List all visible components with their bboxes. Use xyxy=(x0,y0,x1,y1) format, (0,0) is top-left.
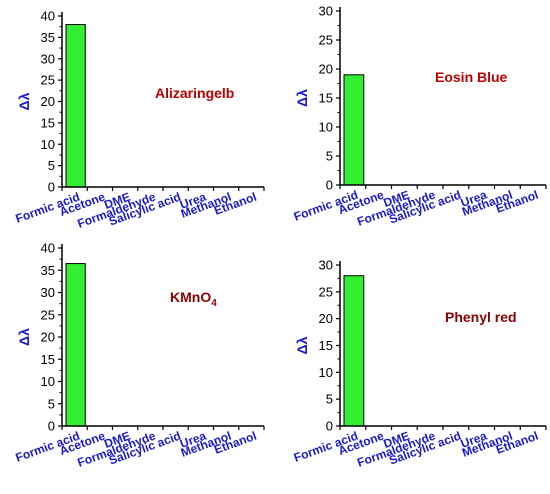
chart-annotation: Alizaringelb xyxy=(155,85,234,101)
y-tick-label: 25 xyxy=(319,284,333,299)
y-tick-label: 30 xyxy=(41,285,55,300)
y-axis-label: Δλ xyxy=(16,328,32,346)
y-tick-label: 20 xyxy=(41,330,55,345)
y-tick-label: 30 xyxy=(319,4,333,19)
y-tick-label: 0 xyxy=(48,419,55,434)
y-tick-label: 5 xyxy=(326,149,333,164)
y-tick-label: 30 xyxy=(41,51,55,66)
y-tick-label: 20 xyxy=(319,311,333,326)
y-tick-label: 25 xyxy=(41,73,55,88)
y-tick-label: 5 xyxy=(48,396,55,411)
y-tick-label: 15 xyxy=(41,352,55,367)
y-tick-label: 15 xyxy=(319,338,333,353)
y-tick-label: 10 xyxy=(319,120,333,135)
y-tick-label: 40 xyxy=(41,9,55,24)
y-axis-label: Δλ xyxy=(16,92,32,110)
y-tick-label: 15 xyxy=(319,91,333,106)
chart-annotation: Eosin Blue xyxy=(435,69,508,85)
y-tick-label: 15 xyxy=(41,115,55,130)
y-tick-label: 0 xyxy=(326,178,333,193)
bar-formic-acid xyxy=(65,24,86,188)
bar-formic-acid xyxy=(343,74,365,186)
y-tick-label: 5 xyxy=(326,392,333,407)
y-tick-label: 40 xyxy=(41,241,55,256)
y-tick-label: 0 xyxy=(48,180,55,195)
y-tick-label: 10 xyxy=(41,137,55,152)
y-tick-label: 25 xyxy=(319,33,333,48)
bar-formic-acid xyxy=(343,275,365,427)
y-tick-label: 30 xyxy=(319,258,333,273)
bar-formic-acid xyxy=(65,263,86,427)
chart-annotation: Phenyl red xyxy=(445,309,517,325)
y-axis-label: Δλ xyxy=(294,336,310,354)
y-tick-label: 10 xyxy=(41,374,55,389)
y-tick-label: 35 xyxy=(41,30,55,45)
y-tick-label: 5 xyxy=(48,158,55,173)
y-tick-label: 35 xyxy=(41,263,55,278)
chart-annotation: KMnO4 xyxy=(170,289,217,309)
y-tick-label: 20 xyxy=(41,94,55,109)
y-tick-label: 25 xyxy=(41,307,55,322)
y-tick-label: 20 xyxy=(319,62,333,77)
y-tick-label: 0 xyxy=(326,419,333,434)
y-tick-label: 10 xyxy=(319,365,333,380)
y-axis-label: Δλ xyxy=(294,89,310,107)
